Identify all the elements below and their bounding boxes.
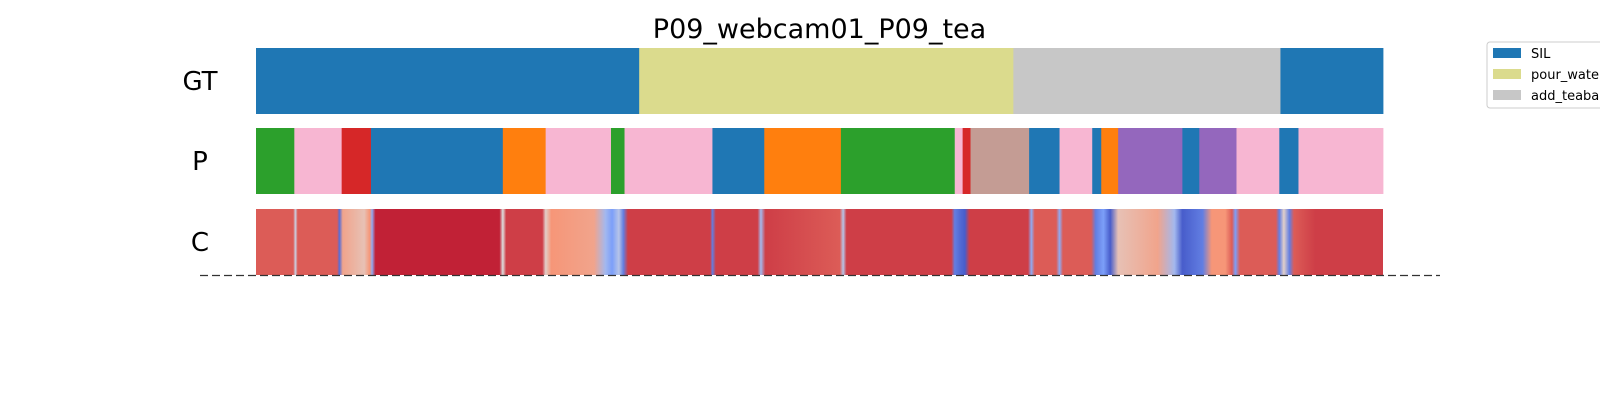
- p-segment-1: [294, 128, 343, 194]
- p-segment-6: [611, 128, 625, 194]
- gt-segment-3: [1280, 48, 1384, 114]
- row-label-p: P: [192, 147, 208, 177]
- p-segment-4: [502, 128, 547, 194]
- row-labels: GT P C: [182, 67, 217, 258]
- p-segment-15: [1059, 128, 1093, 194]
- p-segment-18: [1118, 128, 1183, 194]
- p-segment-23: [1298, 128, 1384, 194]
- p-segment-0: [256, 128, 295, 194]
- legend-swatch-2: [1493, 90, 1521, 100]
- legend-label-0: SIL: [1531, 47, 1551, 62]
- gt-segment-1: [639, 48, 1014, 114]
- legend-label-2: add_teabag: [1531, 89, 1600, 104]
- p-segment-16: [1092, 128, 1102, 194]
- legend: SIL pour_water add_teabag: [1486, 41, 1600, 109]
- confidence-strip: [256, 209, 1383, 275]
- legend-swatch-0: [1493, 48, 1521, 58]
- legend-label-1: pour_water: [1531, 68, 1600, 83]
- gt-segment-0: [256, 48, 640, 114]
- p-segment-8: [712, 128, 765, 194]
- p-segment-10: [840, 128, 956, 194]
- p-segment-22: [1279, 128, 1299, 194]
- p-segment-20: [1199, 128, 1237, 194]
- p-segment-7: [624, 128, 713, 194]
- legend-swatch-1: [1493, 69, 1521, 79]
- chart-title: P09_webcam01_P09_tea: [653, 14, 986, 45]
- p-segment-13: [970, 128, 1030, 194]
- p-segment-21: [1236, 128, 1280, 194]
- p-segment-2: [341, 128, 372, 194]
- p-segment-14: [1029, 128, 1060, 194]
- p-segment-11: [954, 128, 964, 194]
- p-segment-19: [1182, 128, 1200, 194]
- p-segment-5: [545, 128, 612, 194]
- row-label-gt: GT: [182, 67, 217, 97]
- p-segment-12: [962, 128, 971, 194]
- p-segment-3: [370, 128, 504, 194]
- p-segment-17: [1101, 128, 1119, 194]
- row-label-c: C: [191, 228, 209, 258]
- p-segment-9: [764, 128, 842, 194]
- gt-segment-2: [1013, 48, 1281, 114]
- strips-group: [256, 48, 1384, 275]
